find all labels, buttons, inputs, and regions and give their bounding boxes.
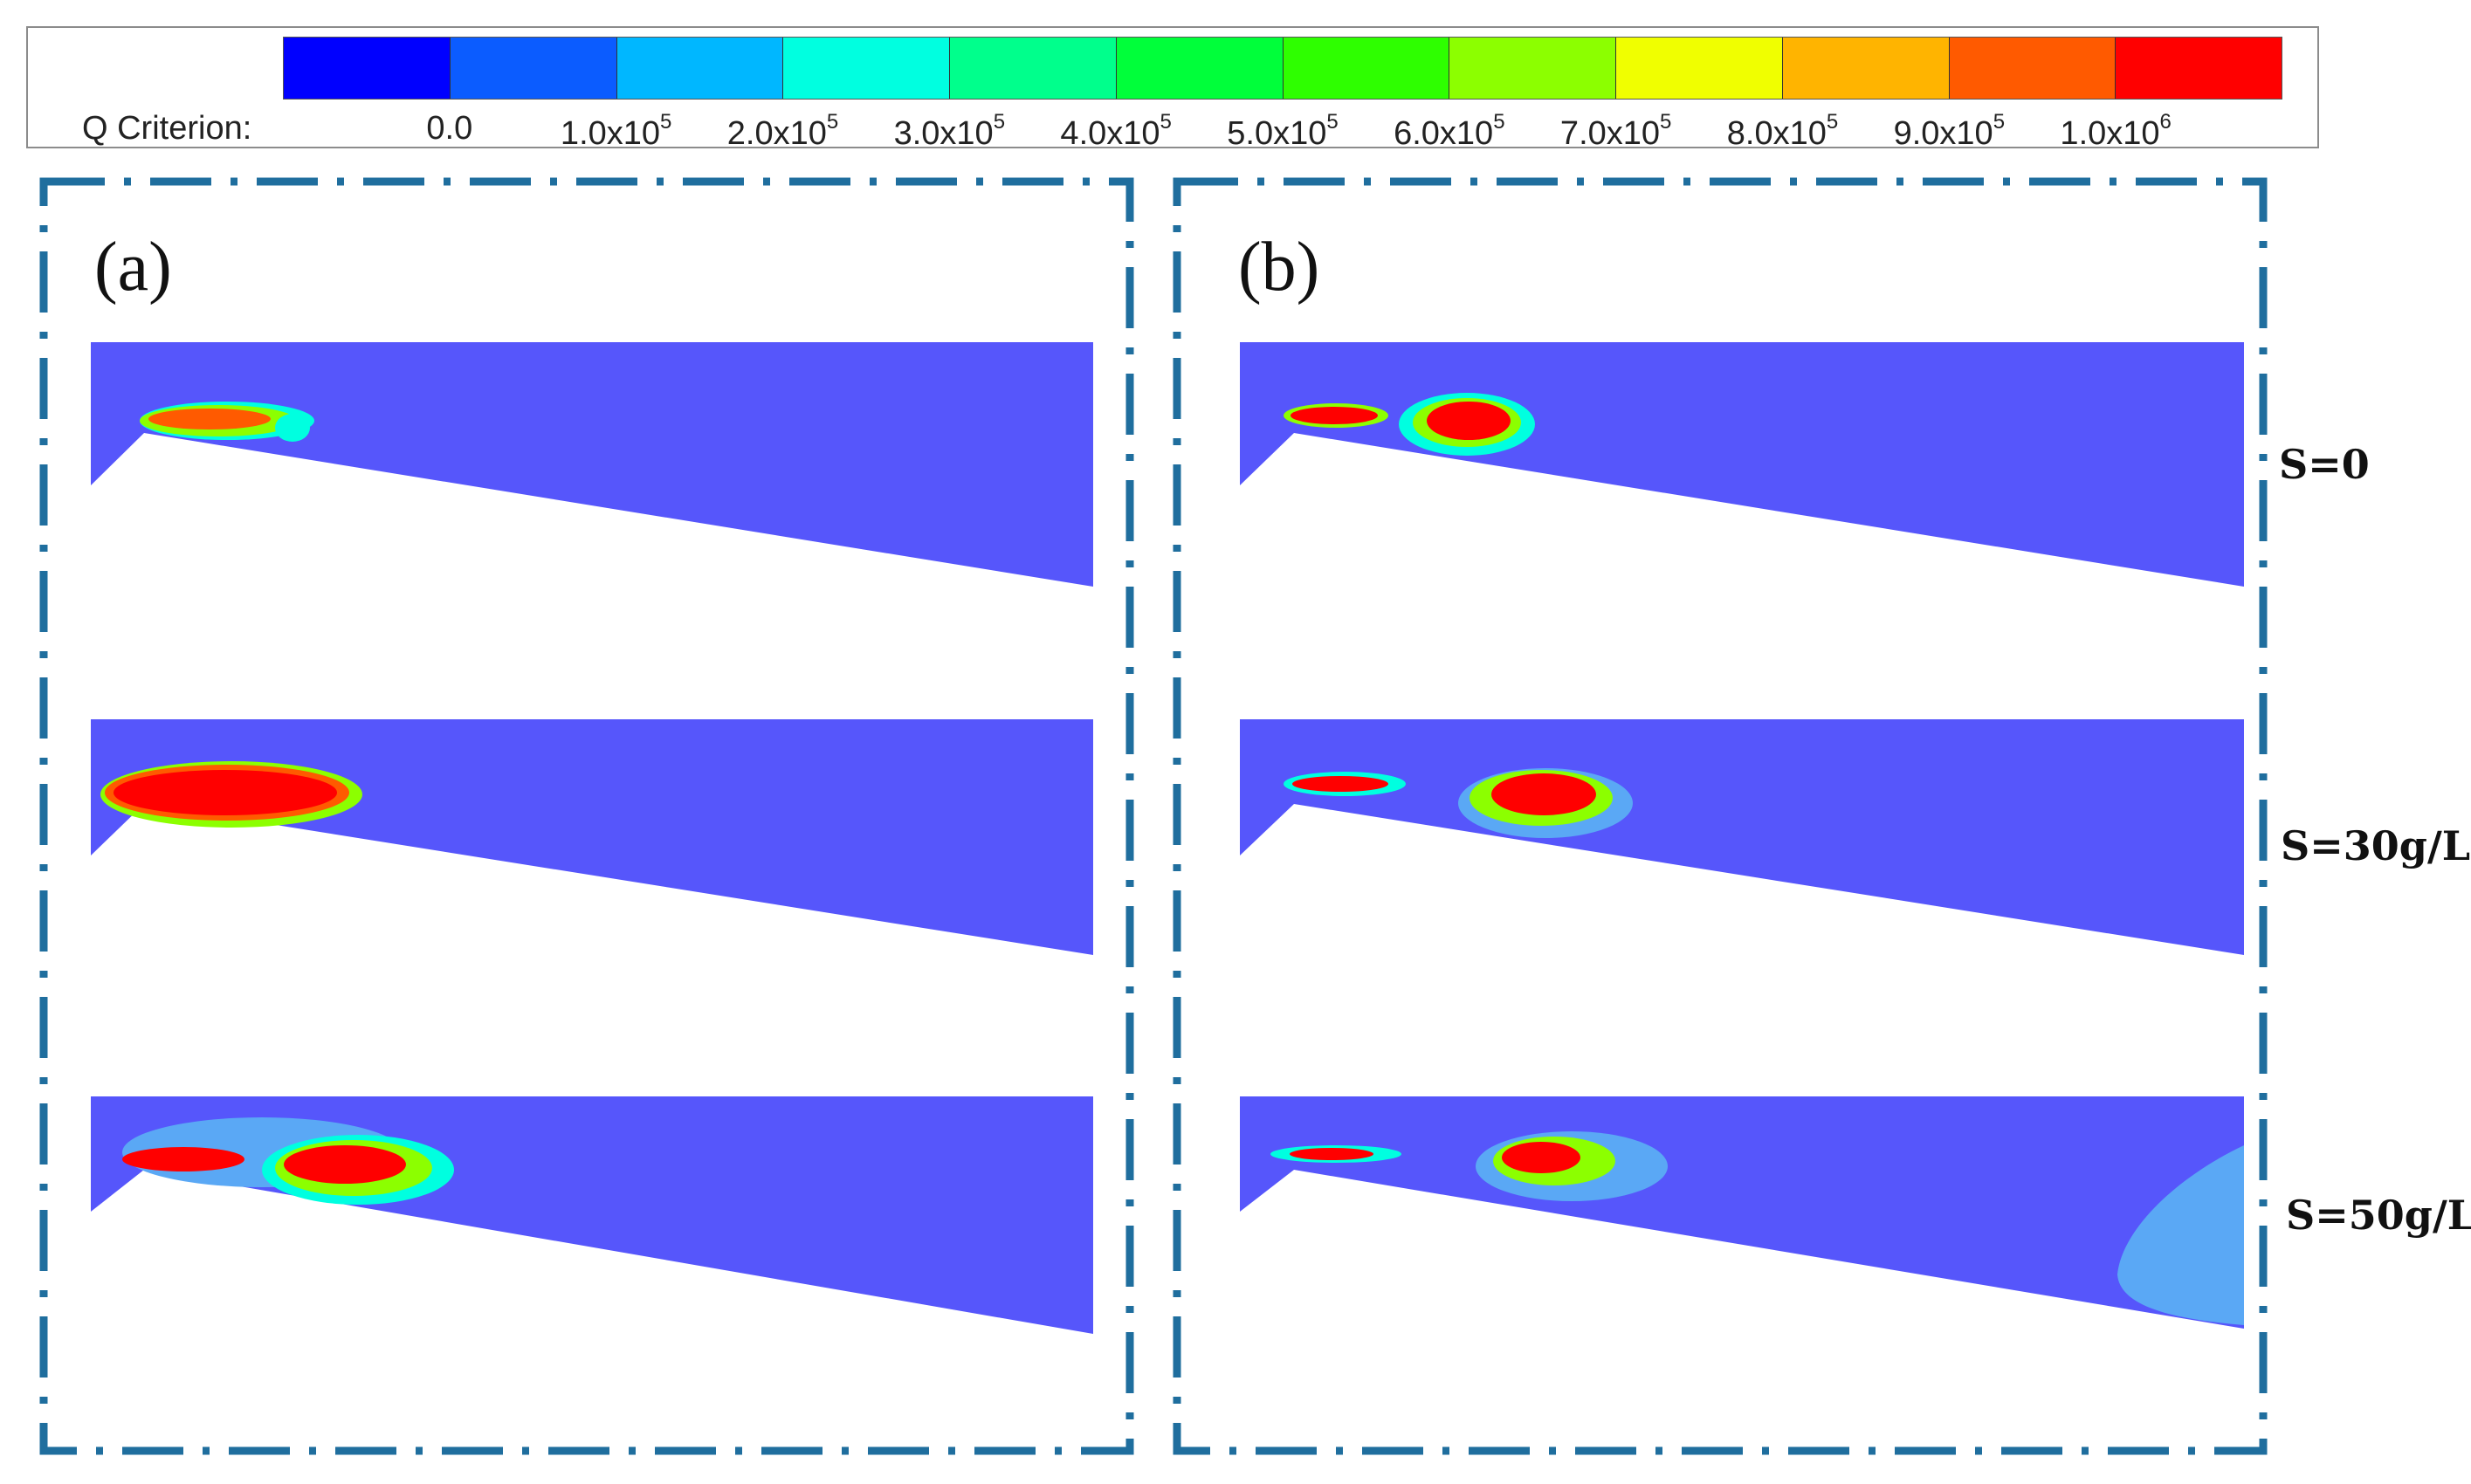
color-scale-segment — [1283, 38, 1450, 99]
row-label-s50: S=50g/L — [2286, 1192, 2471, 1239]
q-criterion-legend: Q Criterion: 0.0 1.0x105 2.0x105 3.0x105 4.0… — [26, 26, 2319, 152]
legend-tick-label: 1.0x106 — [2060, 110, 2172, 152]
panel-a-row-1-contour — [91, 342, 1093, 587]
panel-a-frame — [39, 177, 1134, 1455]
color-scale-segment — [1782, 38, 1950, 99]
legend-tick-label: 9.0x105 — [1893, 110, 2006, 152]
color-scale-segment — [450, 38, 617, 99]
color-scale-segment — [616, 38, 784, 99]
color-scale-segment — [1949, 38, 2117, 99]
color-scale-segment — [950, 38, 1117, 99]
legend-tick-label: 4.0x105 — [1060, 110, 1172, 152]
legend-tick-label: 1.0x105 — [560, 110, 672, 152]
legend-tick-label: 2.0x105 — [726, 110, 839, 152]
legend-tick-label: 5.0x105 — [1227, 110, 1339, 152]
legend-tick-label: 3.0x105 — [893, 110, 1006, 152]
legend-tick-label: 8.0x105 — [1726, 110, 1839, 152]
panel-b-row-2-contour — [1240, 719, 2244, 955]
panel-a-label: (a) — [94, 229, 172, 306]
color-scale-segment — [1616, 38, 1783, 99]
panel-b-label: (b) — [1238, 229, 1319, 306]
row-label-s30: S=30g/L — [2281, 822, 2470, 869]
color-scale-segment — [284, 38, 451, 99]
legend-tick-label: 6.0x105 — [1394, 110, 1505, 152]
legend-title: Q Criterion: — [82, 110, 252, 147]
color-scale-segment — [2116, 38, 2282, 99]
legend-tick-label: 7.0x105 — [1559, 110, 1672, 152]
color-scale-segment — [1449, 38, 1616, 99]
panel-b-frame — [1173, 177, 2268, 1455]
panel-b-row-1-contour — [1240, 342, 2244, 587]
panel-b-row-3-contour — [1240, 1096, 2244, 1329]
panel-a-row-2-contour — [91, 719, 1093, 955]
legend-tick-label: 0.0 — [426, 110, 473, 147]
color-scale-segment — [783, 38, 950, 99]
color-scale-segment — [1116, 38, 1284, 99]
row-label-s0: S=0 — [2279, 441, 2370, 488]
color-scale-bar — [283, 37, 2282, 100]
panel-a-row-3-contour — [91, 1096, 1093, 1334]
